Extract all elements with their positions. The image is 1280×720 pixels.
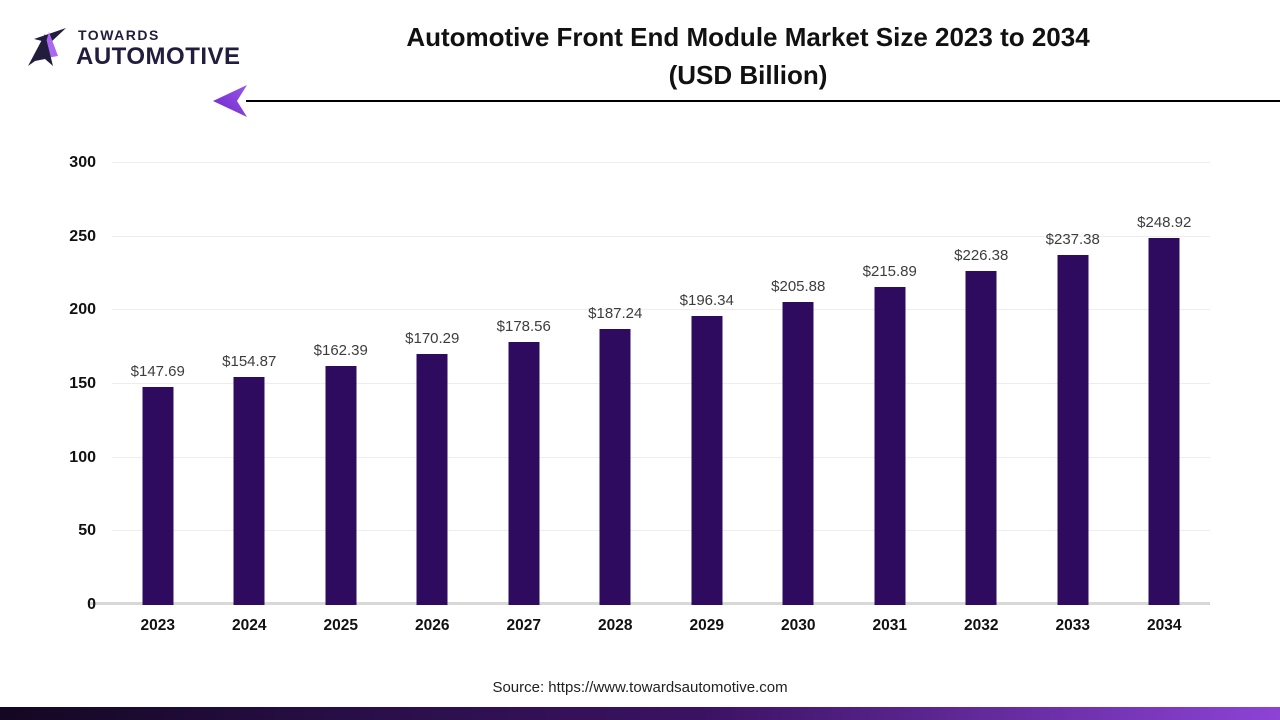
footer-gradient-bar xyxy=(0,707,1280,720)
bar-2026 xyxy=(416,354,448,605)
bar-2031 xyxy=(874,286,906,605)
gridline-y-0 xyxy=(90,602,1210,605)
source-attribution: Source: https://www.towardsautomotive.co… xyxy=(492,679,788,696)
bar-2032 xyxy=(965,271,997,605)
gridline-y-150 xyxy=(112,383,1210,384)
bar-value-label: $248.92 xyxy=(1137,214,1192,232)
brand-name-top: TOWARDS xyxy=(78,26,160,43)
bar-column-2028: $187.24 2028 xyxy=(570,163,662,634)
x-axis-tick-label: 2033 xyxy=(1055,617,1090,634)
x-axis-tick-label: 2027 xyxy=(506,617,541,634)
bar-column-2032: $226.38 2032 xyxy=(936,163,1028,634)
y-axis-tick-label: 300 xyxy=(69,154,96,171)
x-axis-tick-label: 2032 xyxy=(964,617,999,634)
brand-name-bottom: AUTOMOTIVE xyxy=(76,42,241,70)
bar-value-label: $162.39 xyxy=(313,341,368,359)
bar-2027 xyxy=(508,341,540,605)
y-axis-tick-label: 250 xyxy=(69,227,96,245)
y-axis-tick-label: 150 xyxy=(69,375,96,392)
bar-column-2030: $205.88 2030 xyxy=(753,163,845,634)
bar-value-label: $237.38 xyxy=(1045,231,1100,249)
bar-value-label: $205.88 xyxy=(771,277,826,295)
bar-column-2026: $170.29 2026 xyxy=(387,163,479,634)
bar-value-label: $196.34 xyxy=(679,291,734,309)
brand-logo-icon xyxy=(28,28,66,66)
gridline-y-300 xyxy=(112,162,1210,163)
bar-2029 xyxy=(691,315,723,605)
y-axis-tick-label: 200 xyxy=(69,301,96,319)
bar-2025 xyxy=(325,365,357,605)
x-axis-tick-label: 2025 xyxy=(323,617,358,634)
bar-column-2031: $215.89 2031 xyxy=(844,163,936,634)
bar-column-2033: $237.38 2033 xyxy=(1027,163,1119,634)
bar-2033 xyxy=(1057,255,1089,605)
x-axis-tick-label: 2023 xyxy=(140,617,175,634)
bar-2034 xyxy=(1148,238,1180,605)
bar-column-2023: $147.69 2023 xyxy=(112,163,204,634)
header-divider-line xyxy=(246,100,1280,102)
brand-logo-text: TOWARDS AUTOMOTIVE xyxy=(76,28,241,69)
x-axis-tick-label: 2028 xyxy=(598,617,633,634)
bar-2024 xyxy=(233,376,265,605)
bar-value-label: $187.24 xyxy=(588,305,643,323)
bar-value-label: $215.89 xyxy=(862,262,917,280)
y-axis-tick-label: 0 xyxy=(87,596,96,613)
bar-chart-plot-area: 0 50 100 150 200 250 300 $147.69 2023 $154.87 2024… xyxy=(69,154,1211,634)
chart-title-line1: Automotive Front End Module Market Size … xyxy=(406,22,1090,52)
bar-value-label: $178.56 xyxy=(496,317,551,335)
bar-column-2025: $162.39 2025 xyxy=(295,163,387,634)
y-axis-tick-label: 50 xyxy=(78,522,96,540)
chart-title-line2: (USD Billion) xyxy=(668,60,828,90)
x-axis-tick-label: 2024 xyxy=(232,617,267,634)
bar-column-2034: $248.92 2034 xyxy=(1119,163,1211,634)
x-axis-tick-label: 2029 xyxy=(689,617,724,634)
x-axis-tick-label: 2030 xyxy=(781,617,816,634)
bar-value-label: $147.69 xyxy=(130,363,185,381)
bar-column-2029: $196.34 2029 xyxy=(661,163,753,634)
bar-2030 xyxy=(782,301,814,605)
bar-2028 xyxy=(599,329,631,605)
bar-column-2024: $154.87 2024 xyxy=(204,163,296,634)
x-axis-tick-label: 2031 xyxy=(872,617,907,634)
bar-2023 xyxy=(142,387,174,605)
bar-columns: $147.69 2023 $154.87 2024 $162.39 2025 $170.29… xyxy=(112,163,1211,634)
brand-logo: TOWARDS AUTOMOTIVE xyxy=(26,26,241,70)
x-axis-tick-label: 2034 xyxy=(1147,617,1182,634)
bar-column-2027: $178.56 2027 xyxy=(478,163,570,634)
x-axis-tick-label: 2026 xyxy=(415,617,450,634)
gridline-y-200 xyxy=(112,309,1210,311)
gridline-y-50 xyxy=(112,530,1210,532)
bar-value-label: $154.87 xyxy=(222,352,277,370)
chart-title: Automotive Front End Module Market Size … xyxy=(216,18,1280,94)
bar-value-label: $226.38 xyxy=(954,247,1009,265)
bar-value-label: $170.29 xyxy=(405,330,460,348)
arrow-left-icon xyxy=(213,85,247,117)
gridline-y-100 xyxy=(112,456,1210,458)
gridline-y-250 xyxy=(112,235,1210,237)
y-axis-tick-label: 100 xyxy=(69,448,96,466)
